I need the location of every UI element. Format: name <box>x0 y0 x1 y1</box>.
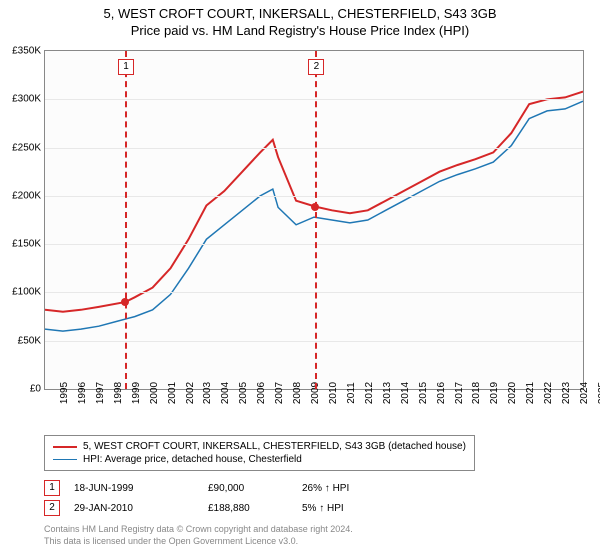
event-row: 1 18-JUN-1999 £90,000 26% ↑ HPI <box>44 478 349 498</box>
annotation-line-1 <box>125 51 127 389</box>
title-line-1: 5, WEST CROFT COURT, INKERSALL, CHESTERF… <box>0 6 600 23</box>
footer-line-2: This data is licensed under the Open Gov… <box>44 536 353 548</box>
annotation-box-1: 1 <box>118 59 134 75</box>
event-row: 2 29-JAN-2010 £188,880 5% ↑ HPI <box>44 498 349 518</box>
legend-row: 5, WEST CROFT COURT, INKERSALL, CHESTERF… <box>53 440 466 453</box>
chart-plot-area: £0£50K£100K£150K£200K£250K£300K£350K1995… <box>44 50 584 390</box>
event-hpi: 5% ↑ HPI <box>302 503 344 514</box>
xtick-label: 2025 <box>583 382 600 404</box>
ytick-label: £50K <box>18 335 41 346</box>
annotation-line-2 <box>315 51 317 389</box>
chart-container: 5, WEST CROFT COURT, INKERSALL, CHESTERF… <box>0 0 600 560</box>
title-line-2: Price paid vs. HM Land Registry's House … <box>0 23 600 40</box>
legend-row: HPI: Average price, detached house, Ches… <box>53 453 466 466</box>
annotation-dot-1 <box>121 298 129 306</box>
event-date: 29-JAN-2010 <box>74 503 194 514</box>
ytick-label: £100K <box>12 287 41 298</box>
event-marker-2: 2 <box>44 500 60 516</box>
ytick-label: £200K <box>12 190 41 201</box>
legend-swatch-property <box>53 446 77 448</box>
ytick-label: £300K <box>12 94 41 105</box>
ytick-label: £350K <box>12 46 41 57</box>
ytick-label: £150K <box>12 239 41 250</box>
event-marker-1: 1 <box>44 480 60 496</box>
legend-swatch-hpi <box>53 459 77 460</box>
annotation-dot-2 <box>311 203 319 211</box>
ytick-label: £0 <box>30 384 41 395</box>
event-price: £90,000 <box>208 483 288 494</box>
event-date: 18-JUN-1999 <box>74 483 194 494</box>
footer-attribution: Contains HM Land Registry data © Crown c… <box>44 524 353 547</box>
legend-label-property: 5, WEST CROFT COURT, INKERSALL, CHESTERF… <box>83 441 466 452</box>
footer-line-1: Contains HM Land Registry data © Crown c… <box>44 524 353 536</box>
ytick-label: £250K <box>12 142 41 153</box>
annotation-box-2: 2 <box>308 59 324 75</box>
title-block: 5, WEST CROFT COURT, INKERSALL, CHESTERF… <box>0 0 600 40</box>
legend: 5, WEST CROFT COURT, INKERSALL, CHESTERF… <box>44 435 475 471</box>
event-hpi: 26% ↑ HPI <box>302 483 349 494</box>
event-price: £188,880 <box>208 503 288 514</box>
legend-label-hpi: HPI: Average price, detached house, Ches… <box>83 454 302 465</box>
events-table: 1 18-JUN-1999 £90,000 26% ↑ HPI 2 29-JAN… <box>44 478 349 518</box>
